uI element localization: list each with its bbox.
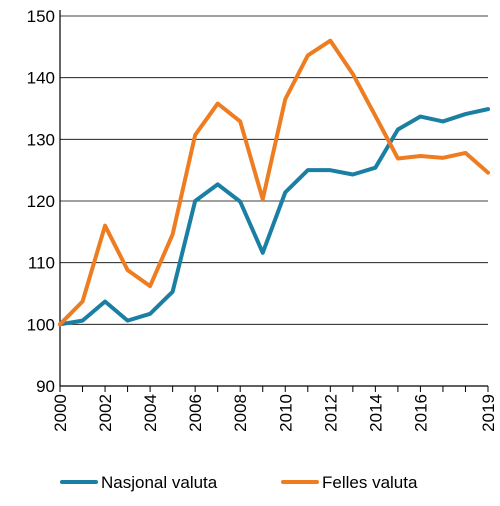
series-lines bbox=[58, 38, 490, 327]
x-tick-label: 2010 bbox=[276, 394, 295, 432]
y-tick-label: 130 bbox=[27, 130, 55, 149]
y-tick-label: 100 bbox=[27, 315, 55, 334]
x-tick-label: 2008 bbox=[231, 394, 250, 432]
y-tick-label: 110 bbox=[28, 254, 55, 273]
y-axis-ticks: 90 100 110 120 130 140 150 bbox=[27, 7, 55, 396]
x-tick-label: 2004 bbox=[141, 394, 160, 432]
legend-label-1: Felles valuta bbox=[322, 473, 418, 492]
y-tick-label: 120 bbox=[27, 192, 55, 211]
x-tick-label: 2012 bbox=[321, 394, 340, 432]
x-tick-label: 2006 bbox=[186, 394, 205, 432]
y-tick-label: 150 bbox=[27, 7, 55, 26]
x-tick-label: 2014 bbox=[366, 394, 385, 432]
series-line-0 bbox=[58, 107, 490, 327]
series-line-1 bbox=[58, 38, 490, 327]
y-tick-label: 90 bbox=[36, 377, 55, 396]
x-tick-label: 2019 bbox=[479, 394, 498, 432]
x-tick-label: 2016 bbox=[411, 394, 430, 432]
x-tick-label: 2002 bbox=[96, 394, 115, 432]
legend: Nasjonal valuta Felles valuta bbox=[60, 473, 418, 492]
y-tick-label: 140 bbox=[27, 69, 55, 88]
x-axis-ticks: 2000 2002 2004 2006 2008 2010 2012 2014 2016 2019 bbox=[51, 386, 498, 432]
x-tick-label: 2000 bbox=[51, 394, 70, 432]
axes bbox=[59, 10, 488, 387]
gridlines bbox=[60, 15, 488, 325]
legend-label-0: Nasjonal valuta bbox=[101, 473, 218, 492]
